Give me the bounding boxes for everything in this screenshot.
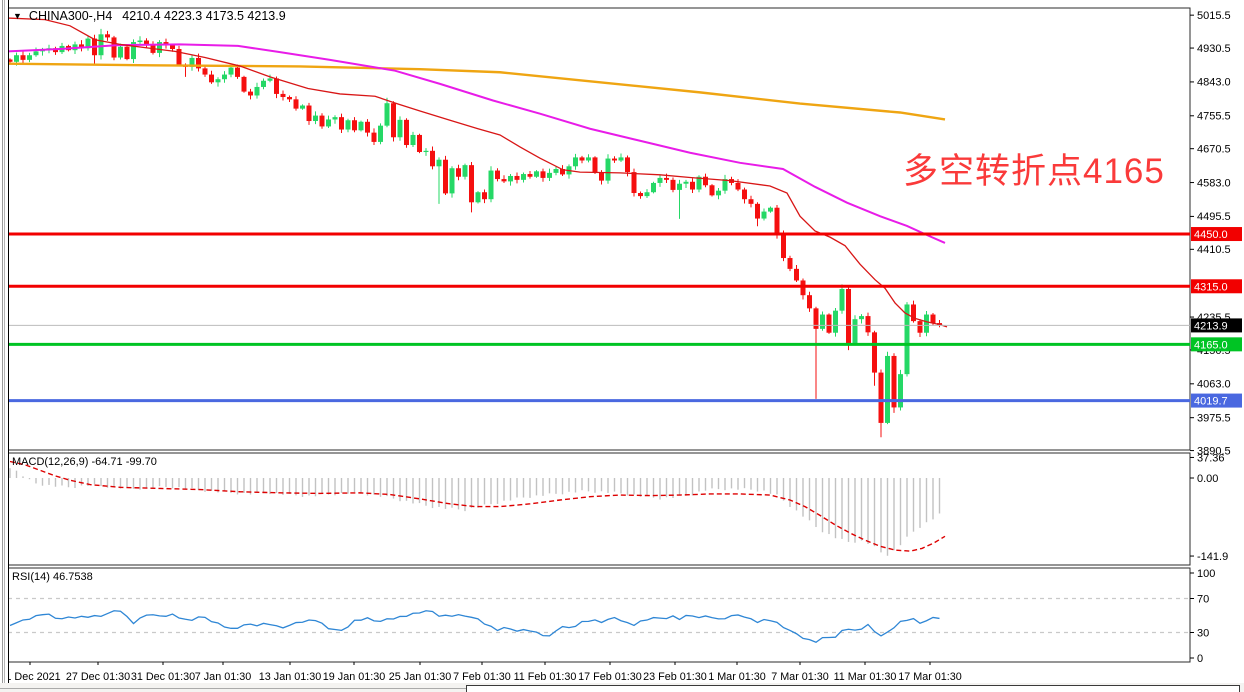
svg-text:4410.5: 4410.5 — [1197, 244, 1231, 256]
svg-text:7 Mar 01:30: 7 Mar 01:30 — [771, 671, 829, 683]
svg-text:19 Jan 01:30: 19 Jan 01:30 — [323, 671, 385, 683]
svg-text:31 Dec 01:30: 31 Dec 01:30 — [131, 671, 195, 683]
left-splitter[interactable] — [0, 0, 9, 692]
svg-text:4315.0: 4315.0 — [1194, 281, 1228, 293]
svg-text:7 Feb 01:30: 7 Feb 01:30 — [453, 671, 511, 683]
svg-text:37.36: 37.36 — [1197, 452, 1225, 464]
svg-text:4213.9: 4213.9 — [1194, 320, 1228, 332]
svg-text:11 Feb 01:30: 11 Feb 01:30 — [514, 671, 577, 683]
docked-window-edge — [466, 685, 1240, 692]
svg-text:5015.5: 5015.5 — [1197, 10, 1231, 22]
svg-text:27 Dec 01:30: 27 Dec 01:30 — [66, 671, 130, 683]
svg-text:3890.5: 3890.5 — [1197, 445, 1231, 457]
svg-text:4019.7: 4019.7 — [1194, 396, 1228, 408]
svg-text:4450.0: 4450.0 — [1194, 229, 1228, 241]
macd-label: MACD(12,26,9) -64.71 -99.70 — [12, 456, 157, 468]
svg-text:4670.5: 4670.5 — [1197, 143, 1231, 155]
svg-text:23 Feb 01:30: 23 Feb 01:30 — [643, 671, 707, 683]
svg-text:4583.0: 4583.0 — [1197, 177, 1231, 189]
svg-text:4843.0: 4843.0 — [1197, 77, 1231, 89]
symbol-label: CHINA300-,H4 — [28, 9, 113, 23]
svg-text:17 Feb 01:30: 17 Feb 01:30 — [578, 671, 642, 683]
svg-text:-141.9: -141.9 — [1197, 551, 1228, 563]
svg-text:13 Jan 01:30: 13 Jan 01:30 — [259, 671, 321, 683]
svg-text:0: 0 — [1197, 653, 1203, 665]
svg-text:7 Jan 01:30: 7 Jan 01:30 — [195, 671, 251, 683]
svg-text:4495.5: 4495.5 — [1197, 211, 1231, 223]
annotation-text: 多空转折点4165 — [903, 152, 1165, 191]
svg-text:30: 30 — [1197, 627, 1209, 639]
svg-text:11 Mar 01:30: 11 Mar 01:30 — [834, 671, 897, 683]
splitter-seam — [0, 688, 466, 689]
rsi-label: RSI(14) 46.7538 — [12, 571, 93, 583]
svg-text:4930.5: 4930.5 — [1197, 43, 1231, 55]
svg-text:3975.5: 3975.5 — [1197, 412, 1231, 424]
svg-text:21 Dec 2021: 21 Dec 2021 — [0, 671, 61, 683]
svg-text:4755.5: 4755.5 — [1197, 111, 1231, 123]
svg-text:4165.0: 4165.0 — [1194, 339, 1228, 351]
svg-text:25 Jan 01:30: 25 Jan 01:30 — [389, 671, 451, 683]
svg-text:4063.0: 4063.0 — [1197, 379, 1231, 391]
svg-text:70: 70 — [1197, 593, 1209, 605]
chart-title: ▼ CHINA300-,H4 4210.4 4223.3 4173.5 4213.9 — [13, 9, 286, 23]
ohlc-values: 4210.4 4223.3 4173.5 4213.9 — [122, 9, 286, 23]
bottom-splitter[interactable] — [0, 683, 1244, 692]
chevron-down-icon[interactable]: ▼ — [13, 11, 22, 21]
svg-text:17 Mar 01:30: 17 Mar 01:30 — [898, 671, 962, 683]
svg-text:0.00: 0.00 — [1197, 473, 1218, 485]
svg-text:100: 100 — [1197, 568, 1215, 580]
svg-text:1 Mar 01:30: 1 Mar 01:30 — [708, 671, 766, 683]
